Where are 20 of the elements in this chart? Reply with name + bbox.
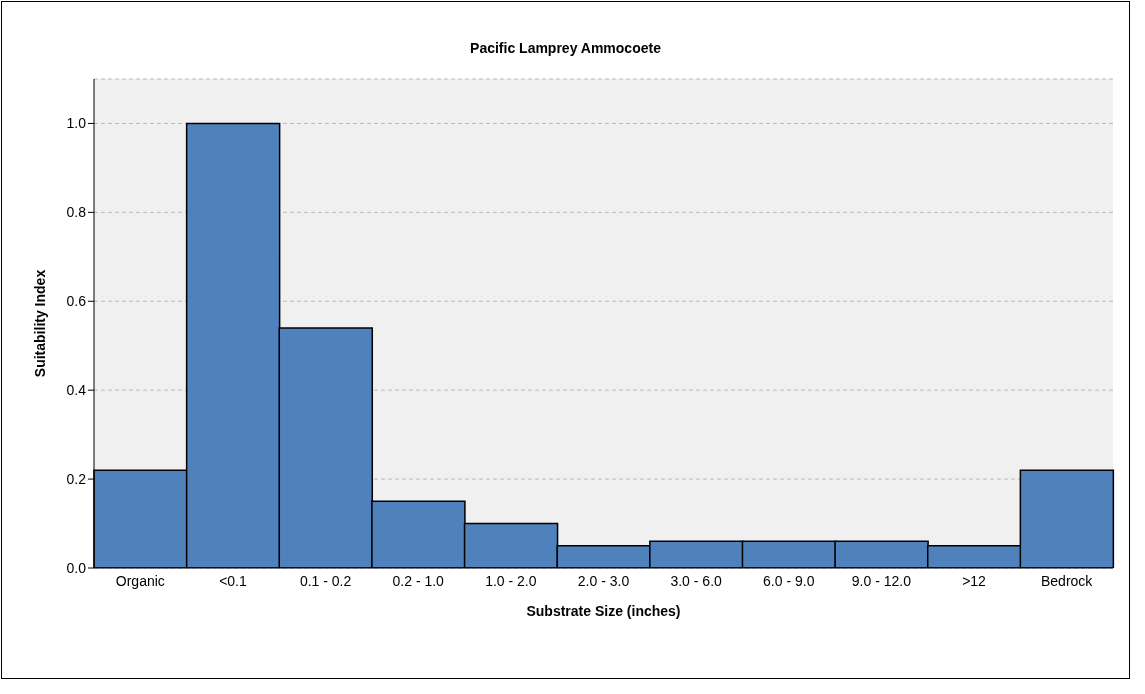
x-axis-title: Substrate Size (inches) (526, 603, 681, 619)
x-tick-label: 2.0 - 3.0 (577, 572, 630, 589)
x-tick-label: <0.1 (219, 572, 247, 589)
x-tick-label: Organic (115, 572, 165, 589)
x-tick-label: 9.0 - 12.0 (851, 572, 912, 589)
x-tick-label: Bedrock (1041, 572, 1094, 589)
y-tick-label: 0.2 (66, 471, 87, 488)
y-tick-label: 0.6 (66, 293, 87, 310)
x-tick-label: 0.2 - 1.0 (392, 572, 445, 589)
y-tick-label: 0.8 (66, 204, 87, 221)
x-tick-label: 3.0 - 6.0 (670, 572, 723, 589)
x-tick-label: 0.1 - 0.2 (299, 572, 352, 589)
x-tick-label: >12 (962, 572, 987, 589)
y-tick-label: 0.4 (66, 382, 87, 399)
x-tick-label: 6.0 - 9.0 (763, 572, 815, 589)
y-tick-label: 1.0 (66, 115, 87, 132)
x-tick-label: 1.0 - 2.0 (485, 572, 537, 589)
y-tick-label: 0.0 (66, 559, 87, 576)
y-axis-title: Suitability Index (31, 269, 48, 378)
chart-title: Pacific Lamprey Ammocoete (469, 40, 662, 56)
